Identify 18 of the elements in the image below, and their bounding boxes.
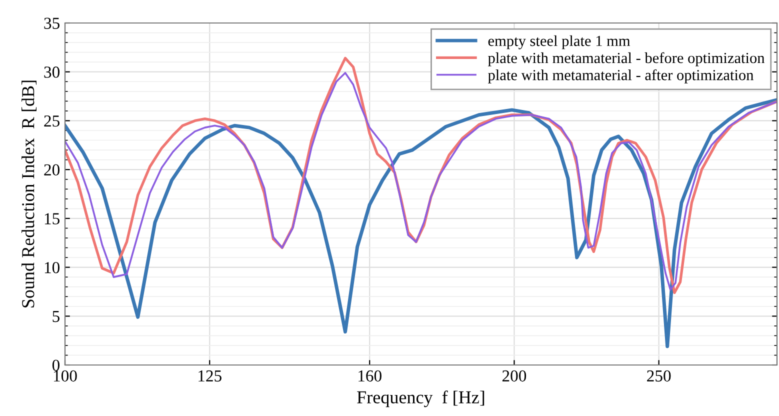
x-tick-label: 200 bbox=[502, 370, 526, 382]
y-tick-label: 15 bbox=[44, 213, 60, 224]
y-tick-label: 35 bbox=[44, 18, 60, 29]
x-tick-label: 100 bbox=[54, 370, 77, 382]
y-tick-label: 0 bbox=[52, 360, 60, 371]
legend-label: plate with metamaterial - after optimization bbox=[488, 69, 754, 84]
y-axis-title: Sound Reduction Index R [dB] bbox=[22, 80, 36, 308]
x-tick-label: 160 bbox=[358, 370, 382, 382]
y-tick-label: 10 bbox=[44, 262, 60, 274]
legend-label: plate with metamaterial - before optimization bbox=[488, 52, 765, 66]
y-tick-label: 5 bbox=[52, 311, 60, 322]
y-tick-label: 20 bbox=[44, 164, 60, 176]
x-tick-label: 125 bbox=[198, 370, 222, 382]
x-axis-title: Frequency f [Hz] bbox=[357, 390, 484, 408]
y-tick-label: 30 bbox=[44, 66, 60, 78]
legend-label: empty steel plate 1 mm bbox=[488, 35, 630, 50]
y-tick-label: 25 bbox=[44, 115, 60, 127]
x-tick-label: 250 bbox=[647, 370, 671, 382]
